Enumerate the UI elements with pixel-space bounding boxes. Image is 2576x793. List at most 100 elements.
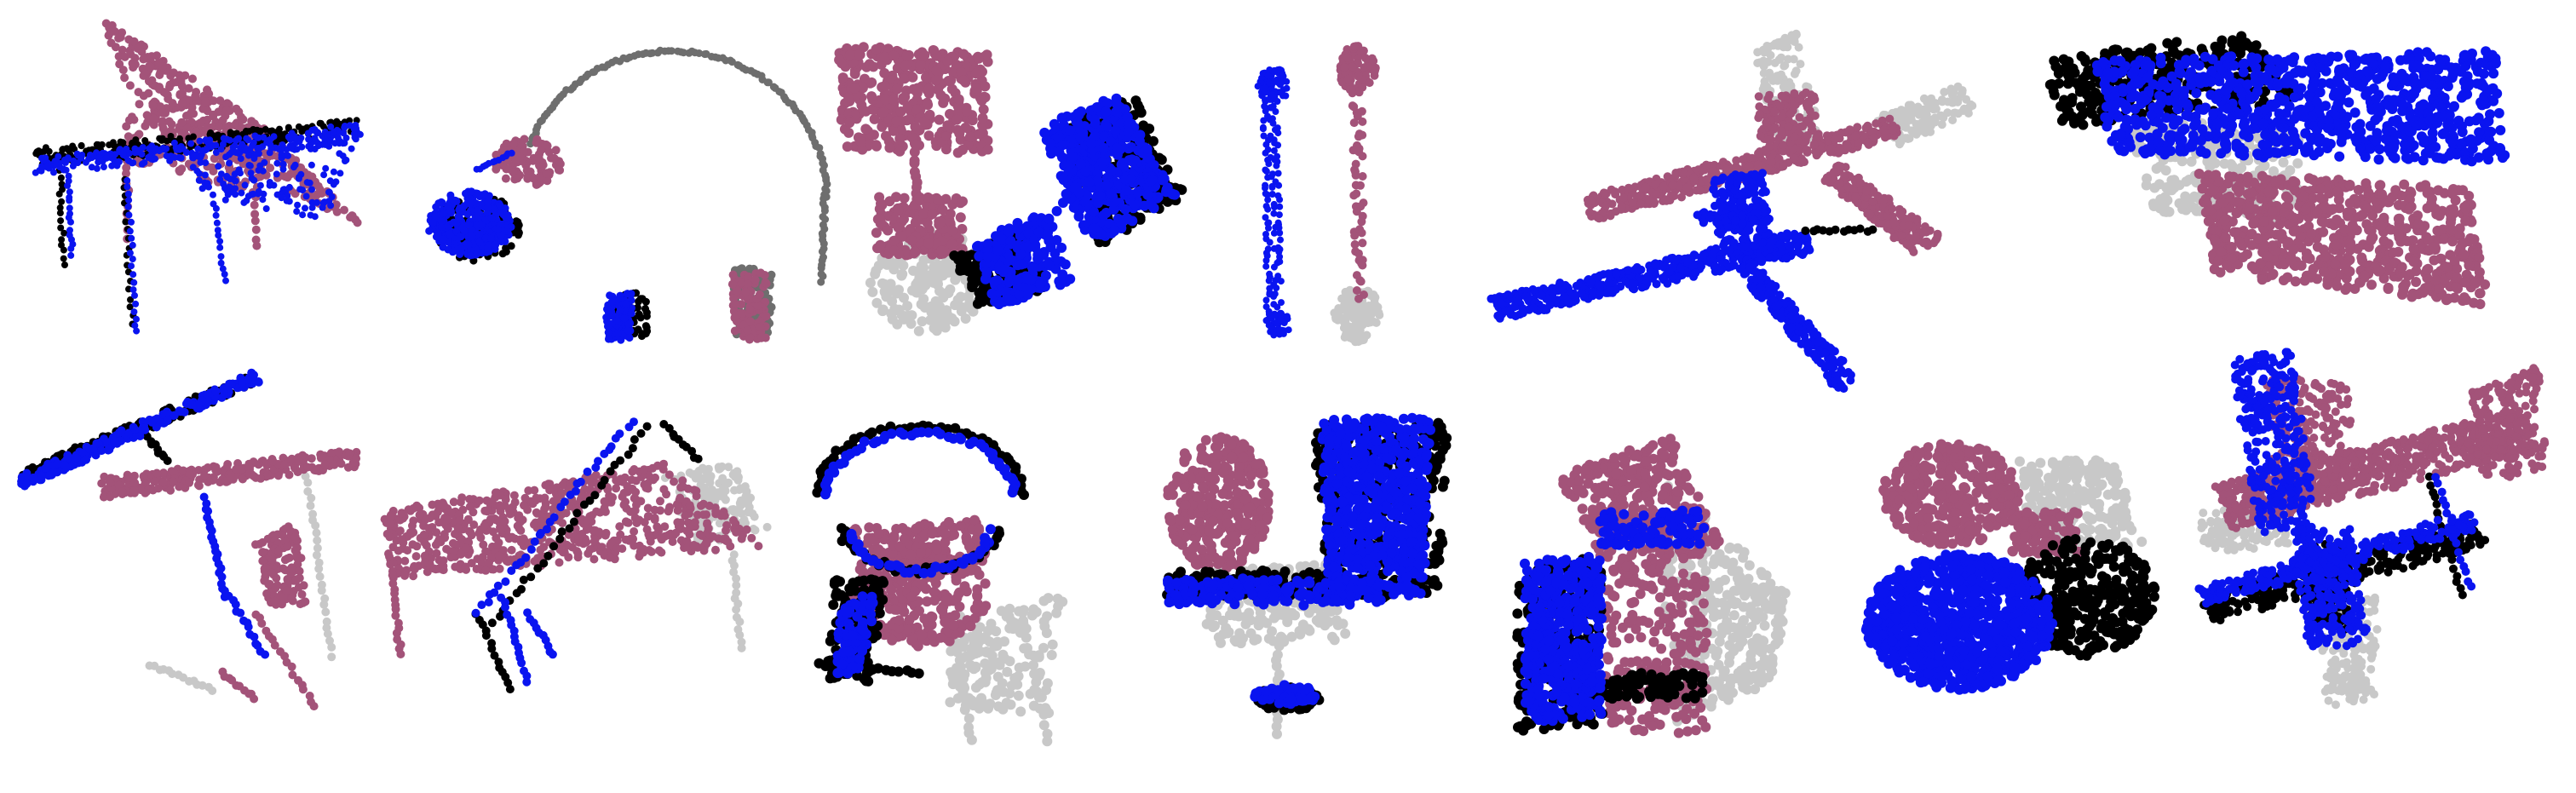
point [1080,166,1091,177]
point [432,203,440,211]
point [731,310,740,319]
point [1924,123,1934,132]
point [946,238,957,250]
point [906,319,917,329]
point [643,327,652,336]
point [1265,160,1273,168]
point [957,144,968,155]
point [133,315,140,323]
point [953,94,964,105]
point [114,33,124,43]
point [1072,108,1084,119]
point [958,75,969,86]
point [897,268,908,279]
point [215,232,222,239]
point [1003,277,1015,288]
point [967,273,978,284]
point [164,117,174,126]
point [900,91,911,102]
point [1090,114,1100,124]
point [892,83,902,95]
point [312,128,319,135]
point [894,146,906,157]
point [514,224,522,233]
point [1089,223,1100,233]
point [1939,113,1948,123]
point [1349,42,1359,51]
point [1044,235,1055,246]
point [879,51,890,62]
point [440,235,448,244]
point [466,251,474,260]
point [177,118,187,127]
point [1262,149,1269,157]
point [1277,317,1285,325]
point [906,235,917,246]
point [1271,66,1278,74]
point [232,177,239,185]
point [1032,250,1044,261]
point [63,145,71,152]
point [902,301,913,312]
point [888,50,900,61]
point [119,150,127,158]
point [1358,152,1367,161]
point [158,124,168,133]
point [428,219,437,227]
point [622,300,630,308]
point [1044,213,1055,224]
point [934,114,945,125]
point [960,313,971,324]
point [627,309,635,318]
point [1141,143,1153,154]
point [542,169,551,178]
point [237,170,244,177]
point [1277,278,1285,285]
point [39,157,47,164]
point [1373,302,1383,312]
point [259,196,267,204]
point [891,116,902,127]
point [1278,79,1285,87]
point [870,268,881,279]
point [537,146,546,155]
point [1340,63,1349,72]
point [130,308,138,316]
point [341,123,348,129]
point [85,155,93,163]
point [888,95,899,106]
point [496,201,504,210]
point [918,294,929,305]
point [1758,84,1768,94]
point [1375,310,1384,319]
point [961,106,972,117]
point [144,77,153,86]
point [1903,135,1912,143]
point [844,49,855,60]
point [437,217,446,226]
point [250,210,260,219]
point [1159,173,1170,184]
point [613,330,622,338]
point [928,45,939,55]
point [1266,238,1274,246]
point [64,181,72,189]
point [124,190,132,198]
point [220,109,229,118]
point [128,262,135,270]
point [992,244,1003,256]
point [888,125,899,136]
point [233,149,240,156]
point [842,141,853,152]
point [1348,328,1357,337]
point [1167,188,1177,199]
point [1343,53,1352,62]
point [67,244,75,252]
point [1273,284,1280,292]
point [625,334,634,342]
point [166,126,175,135]
point [1003,293,1014,304]
point [468,233,476,241]
point [1028,212,1039,223]
point [223,172,231,180]
